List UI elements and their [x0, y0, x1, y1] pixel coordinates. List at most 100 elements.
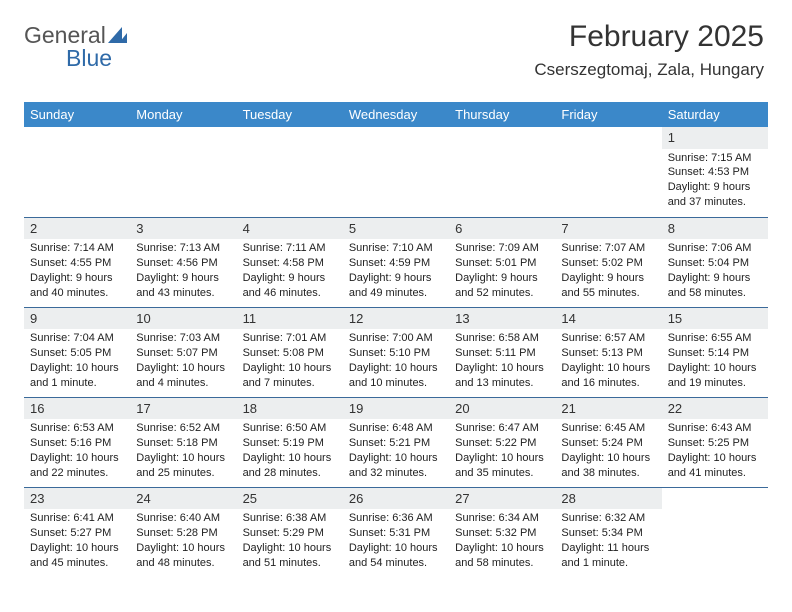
daylight-text: Daylight: 10 hours and 10 minutes. — [349, 361, 443, 391]
day-details: Sunrise: 6:58 AMSunset: 5:11 PMDaylight:… — [449, 329, 555, 394]
day-number: 27 — [449, 488, 555, 510]
calendar-week-row: 2Sunrise: 7:14 AMSunset: 4:55 PMDaylight… — [24, 217, 768, 307]
daylight-text: Daylight: 10 hours and 38 minutes. — [561, 451, 655, 481]
daylight-text: Daylight: 10 hours and 51 minutes. — [243, 541, 337, 571]
day-number: 12 — [343, 308, 449, 330]
day-details: Sunrise: 6:36 AMSunset: 5:31 PMDaylight:… — [343, 509, 449, 574]
sunset-text: Sunset: 5:21 PM — [349, 436, 443, 451]
sunset-text: Sunset: 5:07 PM — [136, 346, 230, 361]
sunrise-text: Sunrise: 7:11 AM — [243, 241, 337, 256]
day-number: 8 — [662, 218, 768, 240]
calendar-week-row: 23Sunrise: 6:41 AMSunset: 5:27 PMDayligh… — [24, 487, 768, 577]
sunset-text: Sunset: 5:24 PM — [561, 436, 655, 451]
calendar-cell: 26Sunrise: 6:36 AMSunset: 5:31 PMDayligh… — [343, 487, 449, 577]
page-subtitle: Cserszegtomaj, Zala, Hungary — [534, 60, 764, 80]
sunrise-text: Sunrise: 6:43 AM — [668, 421, 762, 436]
day-details: Sunrise: 7:00 AMSunset: 5:10 PMDaylight:… — [343, 329, 449, 394]
calendar-cell: 9Sunrise: 7:04 AMSunset: 5:05 PMDaylight… — [24, 307, 130, 397]
calendar-cell: 4Sunrise: 7:11 AMSunset: 4:58 PMDaylight… — [237, 217, 343, 307]
sunrise-text: Sunrise: 6:57 AM — [561, 331, 655, 346]
sunrise-text: Sunrise: 6:36 AM — [349, 511, 443, 526]
calendar-week-row: 1Sunrise: 7:15 AMSunset: 4:53 PMDaylight… — [24, 127, 768, 217]
sunrise-text: Sunrise: 7:06 AM — [668, 241, 762, 256]
day-details: Sunrise: 6:45 AMSunset: 5:24 PMDaylight:… — [555, 419, 661, 484]
day-number: 24 — [130, 488, 236, 510]
daylight-text: Daylight: 10 hours and 19 minutes. — [668, 361, 762, 391]
daylight-text: Daylight: 10 hours and 13 minutes. — [455, 361, 549, 391]
calendar-cell: 1Sunrise: 7:15 AMSunset: 4:53 PMDaylight… — [662, 127, 768, 217]
sunrise-text: Sunrise: 6:32 AM — [561, 511, 655, 526]
day-number: 9 — [24, 308, 130, 330]
calendar-table: SundayMondayTuesdayWednesdayThursdayFrid… — [24, 102, 768, 577]
calendar-week-row: 9Sunrise: 7:04 AMSunset: 5:05 PMDaylight… — [24, 307, 768, 397]
daylight-text: Daylight: 10 hours and 4 minutes. — [136, 361, 230, 391]
calendar-cell — [130, 127, 236, 217]
day-number: 22 — [662, 398, 768, 420]
sunrise-text: Sunrise: 6:38 AM — [243, 511, 337, 526]
day-details: Sunrise: 7:01 AMSunset: 5:08 PMDaylight:… — [237, 329, 343, 394]
calendar-cell: 11Sunrise: 7:01 AMSunset: 5:08 PMDayligh… — [237, 307, 343, 397]
day-number: 20 — [449, 398, 555, 420]
calendar-week-row: 16Sunrise: 6:53 AMSunset: 5:16 PMDayligh… — [24, 397, 768, 487]
day-number: 13 — [449, 308, 555, 330]
calendar-cell: 13Sunrise: 6:58 AMSunset: 5:11 PMDayligh… — [449, 307, 555, 397]
day-number: 15 — [662, 308, 768, 330]
day-number: 17 — [130, 398, 236, 420]
day-header: Sunday — [24, 102, 130, 127]
sunrise-text: Sunrise: 6:50 AM — [243, 421, 337, 436]
sunset-text: Sunset: 4:53 PM — [668, 165, 762, 180]
sunset-text: Sunset: 4:55 PM — [30, 256, 124, 271]
calendar-cell: 19Sunrise: 6:48 AMSunset: 5:21 PMDayligh… — [343, 397, 449, 487]
day-number: 11 — [237, 308, 343, 330]
sunset-text: Sunset: 5:13 PM — [561, 346, 655, 361]
daylight-text: Daylight: 9 hours and 58 minutes. — [668, 271, 762, 301]
sunrise-text: Sunrise: 6:41 AM — [30, 511, 124, 526]
sunset-text: Sunset: 5:05 PM — [30, 346, 124, 361]
day-header-row: SundayMondayTuesdayWednesdayThursdayFrid… — [24, 102, 768, 127]
calendar-cell: 14Sunrise: 6:57 AMSunset: 5:13 PMDayligh… — [555, 307, 661, 397]
day-details: Sunrise: 6:47 AMSunset: 5:22 PMDaylight:… — [449, 419, 555, 484]
calendar-cell — [24, 127, 130, 217]
calendar-cell: 10Sunrise: 7:03 AMSunset: 5:07 PMDayligh… — [130, 307, 236, 397]
sunset-text: Sunset: 5:16 PM — [30, 436, 124, 451]
sunrise-text: Sunrise: 6:34 AM — [455, 511, 549, 526]
day-number: 7 — [555, 218, 661, 240]
day-number: 28 — [555, 488, 661, 510]
calendar-cell: 6Sunrise: 7:09 AMSunset: 5:01 PMDaylight… — [449, 217, 555, 307]
day-details: Sunrise: 6:32 AMSunset: 5:34 PMDaylight:… — [555, 509, 661, 574]
calendar-cell — [343, 127, 449, 217]
day-header: Wednesday — [343, 102, 449, 127]
calendar-cell: 5Sunrise: 7:10 AMSunset: 4:59 PMDaylight… — [343, 217, 449, 307]
calendar-cell: 22Sunrise: 6:43 AMSunset: 5:25 PMDayligh… — [662, 397, 768, 487]
day-details: Sunrise: 6:50 AMSunset: 5:19 PMDaylight:… — [237, 419, 343, 484]
day-details: Sunrise: 7:09 AMSunset: 5:01 PMDaylight:… — [449, 239, 555, 304]
day-details: Sunrise: 6:53 AMSunset: 5:16 PMDaylight:… — [24, 419, 130, 484]
sunrise-text: Sunrise: 6:58 AM — [455, 331, 549, 346]
day-header: Friday — [555, 102, 661, 127]
sunrise-text: Sunrise: 7:15 AM — [668, 151, 762, 166]
day-number: 4 — [237, 218, 343, 240]
day-details: Sunrise: 7:11 AMSunset: 4:58 PMDaylight:… — [237, 239, 343, 304]
sunrise-text: Sunrise: 7:07 AM — [561, 241, 655, 256]
daylight-text: Daylight: 9 hours and 46 minutes. — [243, 271, 337, 301]
sunset-text: Sunset: 5:19 PM — [243, 436, 337, 451]
daylight-text: Daylight: 10 hours and 25 minutes. — [136, 451, 230, 481]
daylight-text: Daylight: 11 hours and 1 minute. — [561, 541, 655, 571]
day-number: 18 — [237, 398, 343, 420]
sunrise-text: Sunrise: 6:52 AM — [136, 421, 230, 436]
calendar-cell: 27Sunrise: 6:34 AMSunset: 5:32 PMDayligh… — [449, 487, 555, 577]
day-number: 3 — [130, 218, 236, 240]
sunrise-text: Sunrise: 7:14 AM — [30, 241, 124, 256]
daylight-text: Daylight: 10 hours and 58 minutes. — [455, 541, 549, 571]
calendar-cell — [237, 127, 343, 217]
day-details: Sunrise: 6:41 AMSunset: 5:27 PMDaylight:… — [24, 509, 130, 574]
daylight-text: Daylight: 10 hours and 54 minutes. — [349, 541, 443, 571]
day-details: Sunrise: 6:52 AMSunset: 5:18 PMDaylight:… — [130, 419, 236, 484]
logo-triangle-icon — [119, 33, 127, 43]
sunrise-text: Sunrise: 7:03 AM — [136, 331, 230, 346]
sunset-text: Sunset: 5:11 PM — [455, 346, 549, 361]
daylight-text: Daylight: 10 hours and 35 minutes. — [455, 451, 549, 481]
logo-text-blue: Blue — [66, 45, 112, 71]
day-details: Sunrise: 7:06 AMSunset: 5:04 PMDaylight:… — [662, 239, 768, 304]
day-header: Tuesday — [237, 102, 343, 127]
